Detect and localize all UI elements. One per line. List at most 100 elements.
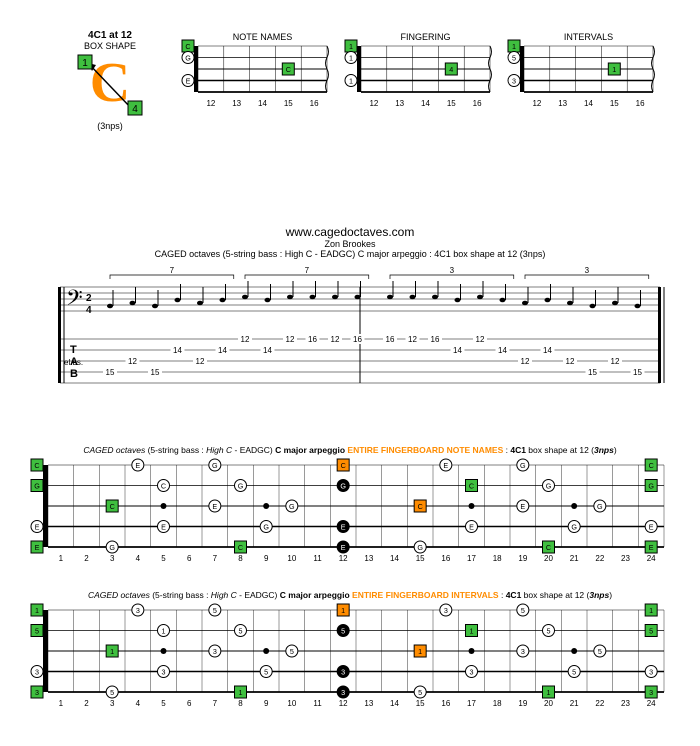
svg-text:C: C (341, 461, 346, 470)
svg-text:5: 5 (572, 668, 576, 677)
svg-text:16: 16 (473, 99, 482, 108)
svg-text:G: G (185, 54, 191, 63)
svg-text:G: G (571, 523, 577, 532)
svg-text:C: C (418, 502, 423, 511)
svg-text:12: 12 (196, 357, 205, 366)
svg-text:5: 5 (264, 668, 268, 677)
svg-text:24: 24 (647, 699, 656, 708)
svg-text:G: G (417, 543, 423, 552)
svg-text:5: 5 (161, 699, 166, 708)
svg-text:3: 3 (521, 647, 525, 656)
svg-text:5: 5 (547, 627, 551, 636)
svg-text:3: 3 (585, 267, 590, 275)
svg-text:3: 3 (512, 77, 516, 86)
svg-text:15: 15 (284, 99, 293, 108)
svg-text:12: 12 (331, 335, 340, 344)
svg-text:G: G (263, 523, 269, 532)
svg-text:4: 4 (449, 65, 453, 74)
svg-text:1: 1 (82, 58, 88, 69)
svg-text:24: 24 (647, 554, 656, 563)
svg-text:E: E (341, 523, 346, 532)
svg-text:G: G (212, 461, 218, 470)
svg-text:C: C (469, 482, 474, 491)
svg-text:16: 16 (308, 335, 317, 344)
svg-text:12: 12 (339, 699, 348, 708)
full-fb-2: CAGED octaves (5-string bass : High C - … (30, 590, 670, 717)
svg-text:10: 10 (287, 554, 296, 563)
svg-text:E: E (161, 523, 166, 532)
svg-text:11: 11 (313, 554, 322, 563)
svg-text:C: C (185, 42, 190, 51)
svg-text:1: 1 (239, 688, 243, 697)
svg-text:16: 16 (441, 554, 450, 563)
svg-text:G: G (520, 461, 526, 470)
svg-text:16: 16 (636, 99, 645, 108)
small-diagrams: NOTE NAMES1213141516CGECFINGERING1213141… (180, 30, 669, 115)
svg-text:22: 22 (595, 699, 604, 708)
svg-text:4: 4 (136, 699, 141, 708)
svg-text:5: 5 (512, 54, 516, 63)
svg-text:5: 5 (521, 606, 525, 615)
svg-text:2: 2 (84, 554, 89, 563)
box-nps: (3nps) (60, 121, 160, 131)
box-title-2: BOX SHAPE (60, 41, 160, 51)
svg-text:3: 3 (341, 688, 345, 697)
svg-text:16: 16 (441, 699, 450, 708)
svg-text:23: 23 (621, 554, 630, 563)
svg-text:G: G (546, 482, 552, 491)
svg-text:20: 20 (544, 554, 553, 563)
svg-text:2: 2 (84, 699, 89, 708)
svg-text:E: E (469, 523, 474, 532)
stave-desc: CAGED octaves (5-string bass : High C - … (0, 249, 700, 259)
svg-text:19: 19 (518, 554, 527, 563)
svg-text:15: 15 (610, 99, 619, 108)
svg-text:A: A (70, 356, 78, 368)
svg-text:9: 9 (264, 699, 269, 708)
svg-text:C: C (286, 65, 291, 74)
svg-text:12: 12 (566, 357, 575, 366)
svg-text:2: 2 (86, 293, 92, 304)
svg-text:E: E (520, 502, 525, 511)
svg-text:4: 4 (86, 305, 92, 316)
svg-text:5: 5 (418, 688, 422, 697)
svg-text:12: 12 (206, 99, 215, 108)
svg-text:15: 15 (416, 699, 425, 708)
svg-text:6: 6 (187, 699, 192, 708)
box-title-1: 4C1 at 12 (60, 30, 160, 41)
svg-text:13: 13 (364, 554, 373, 563)
svg-text:14: 14 (258, 99, 267, 108)
svg-text:G: G (289, 502, 295, 511)
svg-text:E: E (135, 461, 140, 470)
svg-text:𝄢: 𝄢 (66, 285, 83, 315)
svg-text:12: 12 (286, 335, 295, 344)
stave: 𝄢24el.bs.TAB7715121514121412141216121633… (0, 267, 700, 397)
svg-text:21: 21 (570, 699, 579, 708)
svg-text:FINGERING: FINGERING (400, 32, 450, 42)
svg-text:8: 8 (238, 554, 243, 563)
svg-text:5: 5 (598, 647, 602, 656)
svg-text:14: 14 (421, 99, 430, 108)
svg-text:7: 7 (305, 267, 310, 275)
svg-text:3: 3 (110, 699, 115, 708)
svg-text:19: 19 (518, 699, 527, 708)
svg-text:C: C (546, 543, 551, 552)
svg-text:1: 1 (59, 554, 64, 563)
svg-text:E: E (341, 543, 346, 552)
svg-text:13: 13 (395, 99, 404, 108)
svg-text:3: 3 (213, 647, 217, 656)
svg-text:5: 5 (649, 627, 653, 636)
svg-text:5: 5 (341, 627, 345, 636)
svg-text:3: 3 (35, 668, 39, 677)
svg-text:21: 21 (570, 554, 579, 563)
stave-author: Zon Brookes (0, 239, 700, 249)
svg-text:5: 5 (213, 606, 217, 615)
svg-text:E: E (212, 502, 217, 511)
stave-section: www.cagedoctaves.com Zon Brookes CAGED o… (0, 225, 700, 397)
svg-text:7: 7 (170, 267, 175, 275)
svg-text:4: 4 (132, 104, 138, 115)
svg-text:E: E (649, 543, 654, 552)
svg-text:E: E (443, 461, 448, 470)
svg-text:13: 13 (558, 99, 567, 108)
svg-text:16: 16 (431, 335, 440, 344)
svg-text:G: G (34, 482, 40, 491)
